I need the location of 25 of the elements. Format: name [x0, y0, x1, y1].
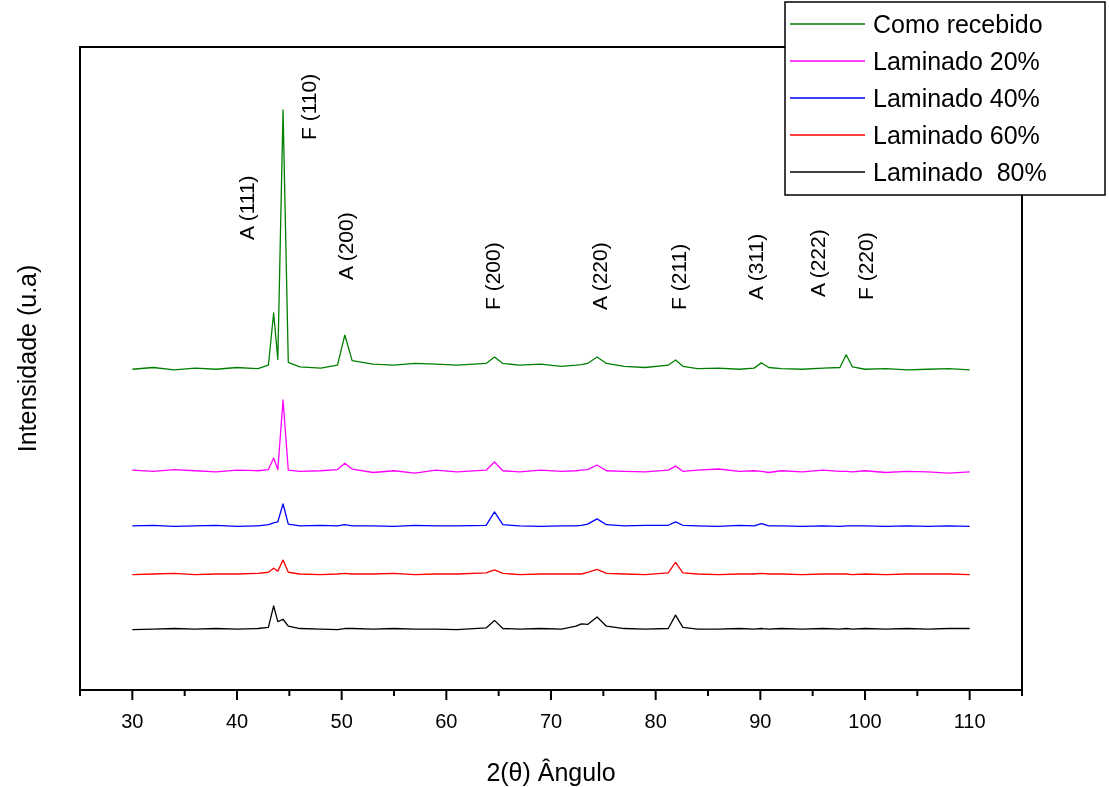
- legend-label: Laminado 60%: [873, 121, 1040, 149]
- annotation: F (200): [481, 242, 504, 310]
- annotation: A (311): [744, 233, 767, 300]
- x-tick-label: 90: [749, 710, 772, 732]
- legend-label: Laminado 80%: [873, 158, 1047, 186]
- annotation: A (111): [235, 175, 258, 240]
- x-tick-label: 70: [539, 710, 563, 732]
- x-tick-label: 110: [953, 710, 986, 732]
- x-tick-label: 30: [121, 710, 144, 732]
- x-tick-label: 80: [644, 710, 667, 732]
- annotation: A (220): [588, 242, 611, 310]
- x-axis-title: 2(θ) Ângulo: [486, 758, 616, 786]
- y-axis-title: Intensidade (u.a): [13, 264, 41, 453]
- annotation: F (220): [854, 232, 877, 300]
- annotation: A (200): [334, 212, 357, 280]
- annotation: A (222): [806, 229, 829, 297]
- annotation: F (211): [667, 243, 690, 310]
- annotation: F (110): [297, 73, 320, 140]
- x-tick-label: 60: [435, 710, 458, 732]
- x-tick-label: 40: [225, 710, 249, 732]
- x-tick-label: 50: [330, 710, 353, 732]
- legend-label: Laminado 20%: [873, 47, 1040, 75]
- legend-label: Como recebido: [873, 10, 1043, 38]
- legend-label: Laminado 40%: [873, 84, 1040, 112]
- x-tick-label: 100: [848, 710, 882, 732]
